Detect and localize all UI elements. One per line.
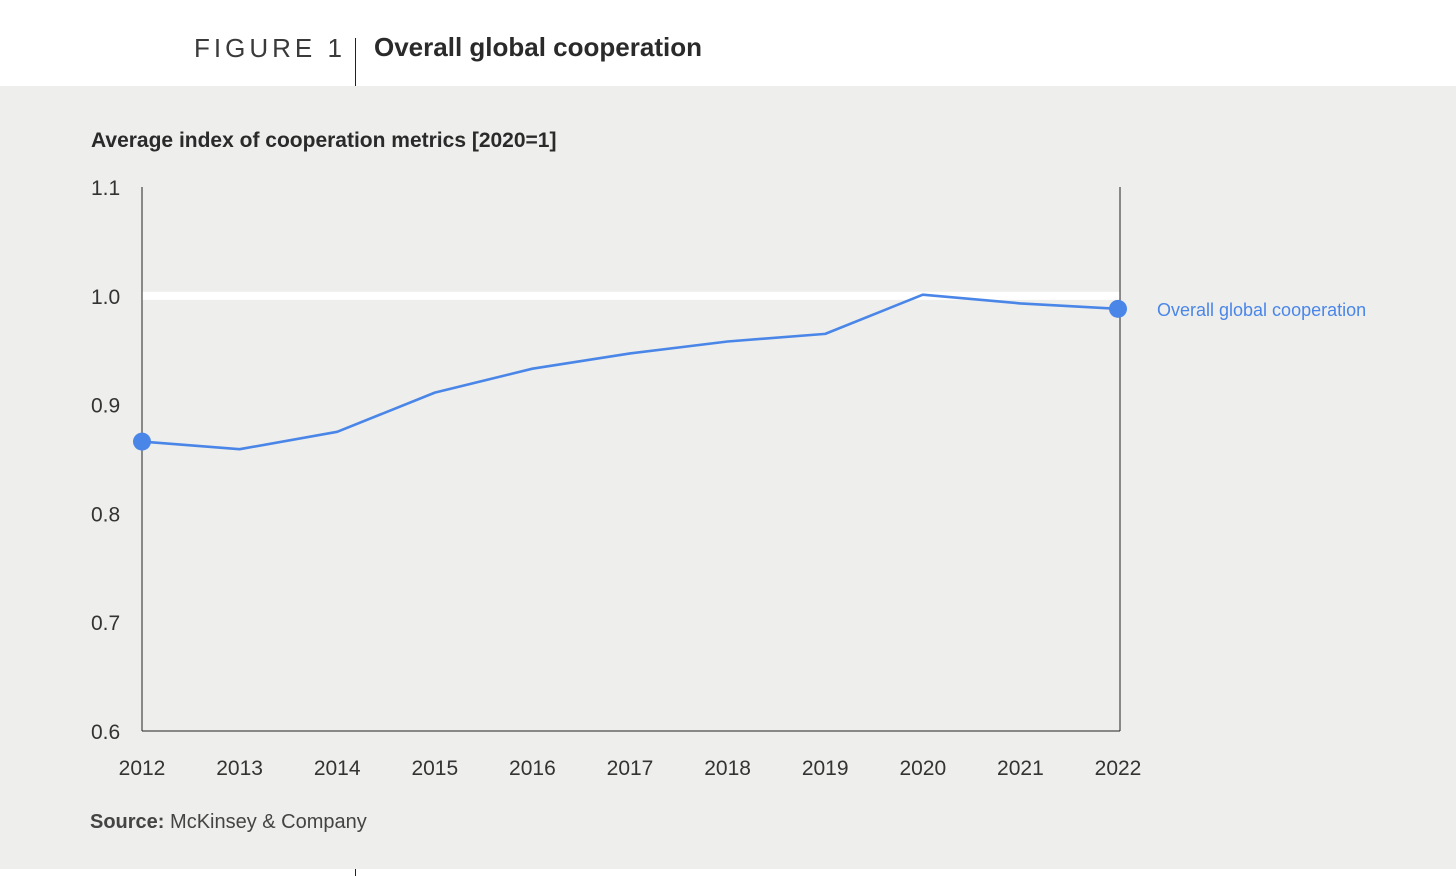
x-tick-label: 2015: [411, 757, 458, 780]
x-tick-label: 2016: [509, 757, 556, 780]
x-tick-label: 2020: [899, 757, 946, 780]
x-tick-label: 2018: [704, 757, 751, 780]
x-tick-label: 2013: [216, 757, 263, 780]
series-name-label: Overall global cooperation: [1157, 300, 1366, 320]
y-tick-label: 0.6: [91, 721, 120, 744]
reference-line-2020: [142, 291, 1120, 300]
figure-title: Overall global cooperation: [374, 32, 702, 62]
chart-subtitle: Average index of cooperation metrics [20…: [91, 129, 557, 152]
axis-layer: [141, 187, 1121, 732]
source-text: McKinsey & Company: [170, 811, 367, 833]
x-tick-label: 2017: [607, 757, 654, 780]
series-start-point: [133, 432, 151, 451]
x-tick-label: 2021: [997, 757, 1044, 780]
y-tick-labels: 1.1 1.0 0.9 0.8 0.7 0.6: [91, 177, 120, 744]
figure-header: FIGURE 1 Overall global cooperation: [0, 0, 1456, 86]
y-tick-label: 1.1: [91, 177, 120, 200]
x-tick-label: 2022: [1095, 757, 1142, 780]
x-tick-labels: 2012 2013 2014 2015 2016 2017 2018 2019 2020 2021…: [119, 757, 1142, 780]
x-tick-label: 2012: [119, 757, 166, 780]
figure-label: FIGURE 1: [194, 33, 346, 63]
x-tick-label: 2019: [802, 757, 849, 780]
header-divider: [355, 38, 356, 86]
y-tick-label: 1.0: [91, 286, 120, 309]
source-note: Source: McKinsey & Company: [90, 811, 367, 834]
series-end-point: [1109, 299, 1127, 318]
series-line: [141, 293, 1119, 451]
bottom-divider-tick: [355, 869, 356, 876]
chart-panel: [0, 86, 1456, 869]
reference-band-layer: [142, 291, 1120, 300]
y-tick-label: 0.9: [91, 395, 120, 418]
y-tick-label: 0.8: [91, 503, 120, 526]
y-tick-label: 0.7: [91, 612, 120, 635]
x-tick-label: 2014: [314, 757, 361, 780]
series-layer: [133, 293, 1127, 451]
series-label-layer: Overall global cooperation: [1157, 300, 1366, 320]
source-prefix: Source:: [90, 811, 165, 833]
